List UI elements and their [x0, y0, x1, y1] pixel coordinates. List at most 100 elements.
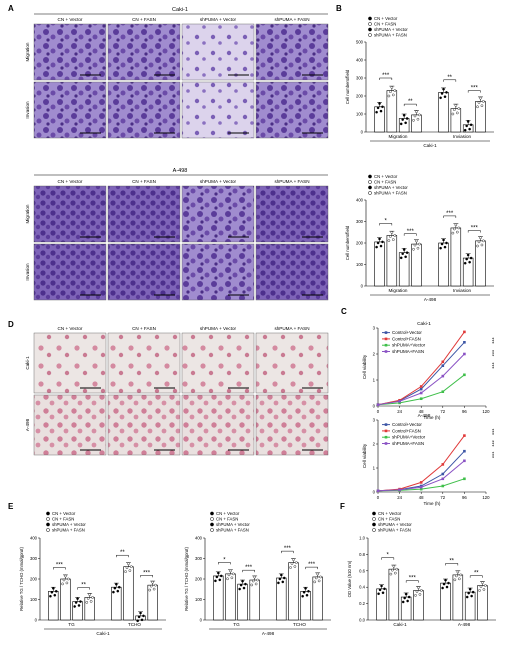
significance-bracket: [403, 103, 417, 107]
panel-a-a498-row-label: Migration: [25, 204, 30, 223]
series-point: [419, 397, 423, 401]
data-point: [457, 107, 461, 110]
x-axis-label: Time (h): [424, 415, 441, 420]
panel-a-caki-micrograph: [33, 23, 107, 81]
data-point: [482, 100, 485, 103]
data-point: [73, 605, 76, 608]
data-point: [451, 231, 455, 235]
data-point: [112, 590, 115, 594]
data-point: [378, 588, 382, 592]
data-point: [445, 91, 448, 94]
y-tick-label: 200: [30, 577, 38, 582]
bar: [386, 235, 398, 287]
panel-d-grid: CN + Vector CN + FASN shPUMA + Vector shPUM…: [25, 326, 329, 456]
legend-entry: CN + Vector: [374, 174, 398, 179]
x-tick-label: TG: [68, 622, 75, 627]
legend-entry: CN + FASN: [374, 180, 396, 185]
legend-entry: shPUMA+Vector: [392, 435, 426, 440]
legend-marker: [372, 511, 376, 516]
x-axis-label: A-498: [262, 631, 275, 636]
data-point: [254, 582, 258, 586]
data-point: [230, 576, 234, 580]
data-point: [62, 578, 66, 582]
data-point: [238, 587, 241, 591]
data-point: [406, 599, 409, 603]
panel-label-e: E: [8, 502, 14, 511]
significance-label: ***: [143, 570, 151, 576]
significance-bracket: [445, 563, 459, 566]
data-point: [390, 231, 394, 234]
legend-marker: [210, 522, 214, 527]
data-point: [394, 571, 397, 575]
legend-marker: [210, 528, 214, 532]
significance-label: ***: [488, 429, 494, 436]
series-point: [463, 373, 466, 377]
panel-a-caki-column-label: shPUMA + FASN: [274, 17, 309, 22]
data-point: [401, 118, 404, 121]
data-point: [456, 111, 459, 115]
legend-marker: [384, 423, 388, 426]
significance-label: ***: [488, 337, 494, 344]
significance-label: **: [408, 99, 413, 105]
data-point: [415, 239, 418, 243]
y-axis-label: Cell numbers/field: [345, 69, 350, 104]
legend-marker: [384, 343, 388, 347]
data-point: [389, 572, 393, 576]
data-point: [218, 578, 222, 582]
data-point: [477, 101, 481, 104]
data-point: [480, 243, 484, 247]
data-point: [91, 596, 94, 599]
data-point: [127, 562, 130, 566]
data-point: [463, 128, 467, 132]
x-tick-label: 24: [397, 495, 402, 500]
data-point: [395, 567, 399, 571]
panel-a-a498-column-label: shPUMA + Vector: [200, 179, 237, 184]
legend-marker: [368, 185, 372, 190]
legend-entry: shPUMA + FASN: [216, 528, 249, 533]
bar: [452, 574, 464, 621]
data-point: [152, 587, 156, 591]
legend-entry: Control+Vector: [392, 330, 422, 335]
data-point: [86, 597, 90, 600]
significance-label: ***: [407, 229, 415, 235]
chart-title: A-498: [418, 413, 431, 419]
data-point: [149, 584, 153, 588]
data-point: [316, 572, 319, 576]
series-point: [441, 484, 445, 488]
y-tick-label: 400: [356, 58, 364, 63]
significance-bracket: [467, 230, 481, 233]
significance-bracket: [218, 562, 231, 565]
y-tick-label: 3: [373, 326, 376, 331]
bar: [276, 577, 287, 621]
panel-a-a498-column-label: CN + Vector: [58, 179, 83, 184]
panel-a-a498-micrograph: [107, 185, 181, 243]
y-axis-label: Cell viability: [362, 443, 367, 468]
series-point: [398, 401, 401, 405]
data-point: [455, 574, 458, 578]
data-point: [442, 238, 445, 242]
data-point: [305, 593, 309, 597]
y-tick-label: 100: [30, 597, 38, 602]
bar: [438, 242, 449, 287]
panel-a-caki-grid: CN + Vector CN + FASN shPUMA + Vector shPUM…: [25, 17, 329, 139]
chart-c-a498: A-498 0 1 2 3 0 24 48 72 96 120 Time (h) Cell viabil…: [362, 413, 494, 506]
panel-a-a498-grid: CN + Vector CN + FASN shPUMA + Vector shPUM…: [25, 179, 329, 301]
legend-entry: shPUMA+Vector: [392, 343, 426, 348]
data-point: [389, 90, 392, 93]
significance-bracket: [403, 233, 417, 236]
significance-bracket: [405, 580, 419, 583]
legend-entry: Control+FASN: [392, 336, 421, 341]
data-point: [465, 257, 468, 261]
significance-label: ***: [488, 350, 494, 357]
bar: [450, 108, 462, 133]
data-point: [454, 104, 458, 107]
y-tick-label: 400: [30, 536, 38, 541]
data-point: [477, 240, 481, 244]
legend-marker: [384, 337, 388, 341]
panel-a-a498-micrograph: [181, 243, 255, 301]
legend-marker: [384, 442, 388, 445]
significance-label: ***: [56, 563, 64, 569]
legend-entry: CN + FASN: [216, 517, 238, 522]
data-point: [128, 569, 132, 572]
significance-label: ***: [488, 362, 494, 369]
